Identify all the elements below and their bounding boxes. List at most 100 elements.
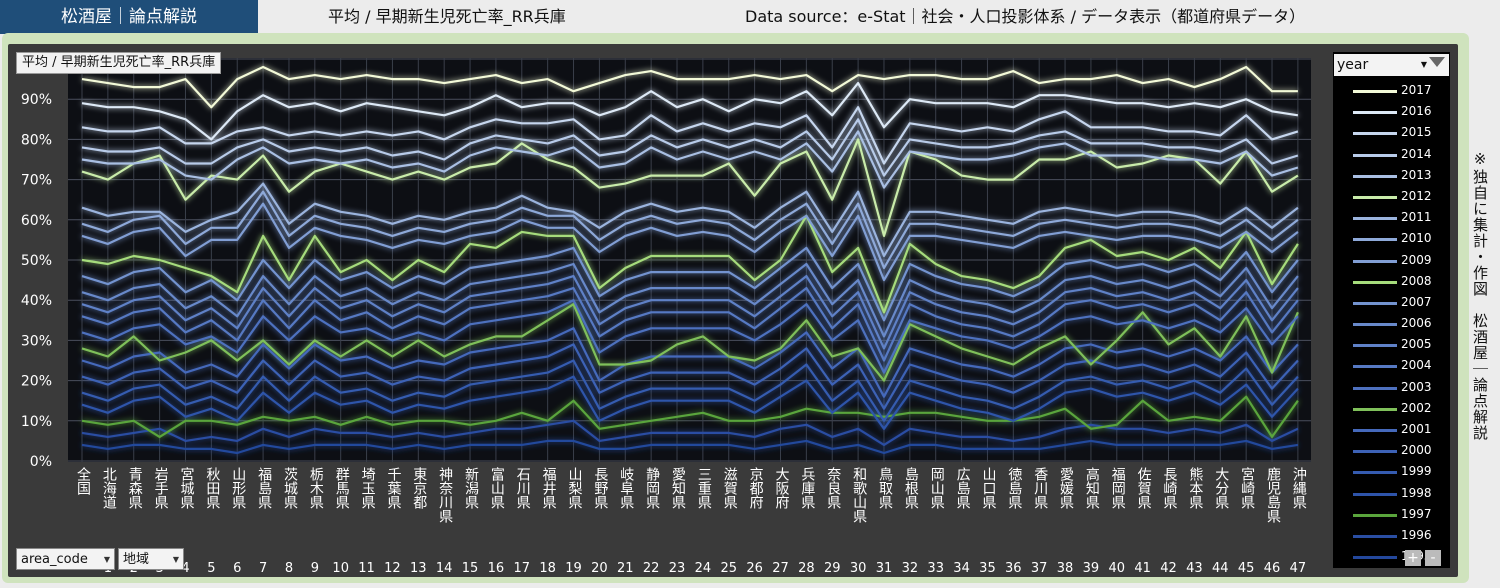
legend-item[interactable]: 2012 [1333,186,1450,207]
legend-field-label: year [1337,57,1369,73]
legend-item[interactable]: 2008 [1333,271,1450,292]
series-line-2017 [81,65,1298,109]
legend-item[interactable]: 1999 [1333,461,1450,482]
x-code-label: 5 [207,561,215,576]
legend-field-button[interactable]: year ▼ [1334,54,1449,76]
chevron-down-icon: ▼ [172,555,179,564]
x-tick-label: 福島県 [256,467,272,509]
legend-item[interactable]: 2010 [1333,228,1450,249]
x-tick-label: 長崎県 [1162,467,1178,509]
legend-label: 2016 [1401,104,1432,119]
x-tick-label: 広島県 [955,467,971,509]
legend-label: 2003 [1401,379,1432,394]
x-tick-label: 富山県 [489,466,505,509]
legend-label: 2004 [1401,358,1432,373]
legend-item[interactable]: 2017 [1333,80,1450,101]
legend-item[interactable]: 2005 [1333,334,1450,355]
x-code-label: 6 [233,561,241,576]
x-code-label: 43 [1186,561,1203,576]
legend-item[interactable]: 2007 [1333,292,1450,313]
series-line-2010 [81,190,1299,270]
x-code-label: 18 [539,561,556,576]
x-code-label: 21 [617,561,634,576]
legend-swatch [1353,450,1397,454]
x-tick-label: 滋賀県 [722,467,738,509]
data-source-label: Data source：e-Stat｜社会・人口投影体系 / データ表示（都道府… [745,7,1306,26]
legend-item[interactable]: 2009 [1333,250,1450,271]
legend-item[interactable]: 2003 [1333,377,1450,398]
legend-item[interactable]: 2002 [1333,398,1450,419]
legend-item[interactable]: 2004 [1333,355,1450,376]
legend-label: 2000 [1401,443,1432,458]
collapse-button[interactable]: - [1425,550,1441,566]
legend-item[interactable]: 2015 [1333,122,1450,143]
x-tick-label: 香川県 [1032,467,1048,509]
legend-label: 2001 [1401,422,1432,436]
legend-swatch [1353,534,1397,538]
x-code-label: 14 [436,561,453,576]
expand-button[interactable]: + [1405,550,1421,566]
series-line-2005 [81,275,1299,350]
series-line-2013 [81,130,1299,189]
x-tick-label: 山口県 [980,467,996,509]
legend-item[interactable]: 2011 [1333,207,1450,228]
series-line-2006 [81,262,1299,338]
series-line-2008 [81,214,1299,314]
x-tick-label: 岐阜県 [618,467,634,509]
x-tick-label: 大分県 [1213,467,1229,509]
series-line-2009 [81,202,1299,282]
x-tick-label: 島根県 [903,467,919,509]
x-code-label: 46 [1264,561,1281,576]
x-code-label: 47 [1290,561,1307,576]
legend-swatch [1353,471,1397,475]
series-line-2014 [81,118,1299,177]
y-tick-label: 20% [21,374,52,390]
series-line-2001 [81,327,1299,398]
area-code-dropdown[interactable]: area_code ▼ [16,548,115,570]
legend-swatch [1353,556,1397,560]
legend-item[interactable]: 2006 [1333,313,1450,334]
legend-item[interactable]: 2001 [1333,419,1450,440]
legend-item[interactable]: 2000 [1333,440,1450,461]
legend-label: 1997 [1401,506,1432,521]
legend-swatch [1353,217,1397,221]
x-code-label: 15 [462,561,479,576]
x-tick-label: 大阪府 [773,467,789,510]
area-code-label: area_code [21,552,88,567]
page-title: 平均 / 早期新生児死亡率_RR兵庫 [328,7,566,26]
legend-swatch [1353,513,1397,517]
x-code-label: 23 [669,561,686,576]
x-code-label: 24 [695,561,712,576]
x-tick-label: 石川県 [515,467,531,509]
y-tick-label: 30% [21,333,52,349]
legend-swatch [1353,301,1397,305]
legend-swatch [1353,386,1397,390]
y-tick-label: 40% [21,293,52,309]
legend-swatch [1353,195,1397,199]
x-code-label: 17 [514,561,531,576]
legend-item[interactable]: 1997 [1333,504,1450,525]
x-tick-label: 群馬県 [334,467,350,509]
filter-icon[interactable] [1429,57,1445,67]
x-code-label: 44 [1212,561,1229,576]
x-code-label: 9 [311,561,319,576]
legend-item[interactable]: 2013 [1333,165,1450,186]
y-tick-label: 0% [30,454,52,470]
chart-title: 平均 / 早期新生児死亡率_RR兵庫 [16,52,222,74]
region-dropdown[interactable]: 地域 ▼ [118,548,184,570]
x-tick-label: 福岡県 [1110,467,1126,509]
x-tick-label: 宮城県 [178,467,194,509]
x-code-label: 41 [1134,561,1151,576]
legend-label: 2012 [1401,188,1432,203]
x-tick-label: 宮崎県 [1239,467,1255,509]
x-tick-label: 東京都 [411,467,427,509]
legend-item[interactable]: 1996 [1333,525,1450,546]
x-code-label: 20 [591,561,608,576]
legend-item[interactable]: 2014 [1333,144,1450,165]
series-line-2011 [81,182,1299,258]
legend-label: 1998 [1401,485,1432,500]
legend-item[interactable]: 2016 [1333,101,1450,122]
x-tick-label: 高知県 [1084,466,1100,509]
legend-label: 2013 [1401,167,1432,182]
legend-item[interactable]: 1998 [1333,483,1450,504]
